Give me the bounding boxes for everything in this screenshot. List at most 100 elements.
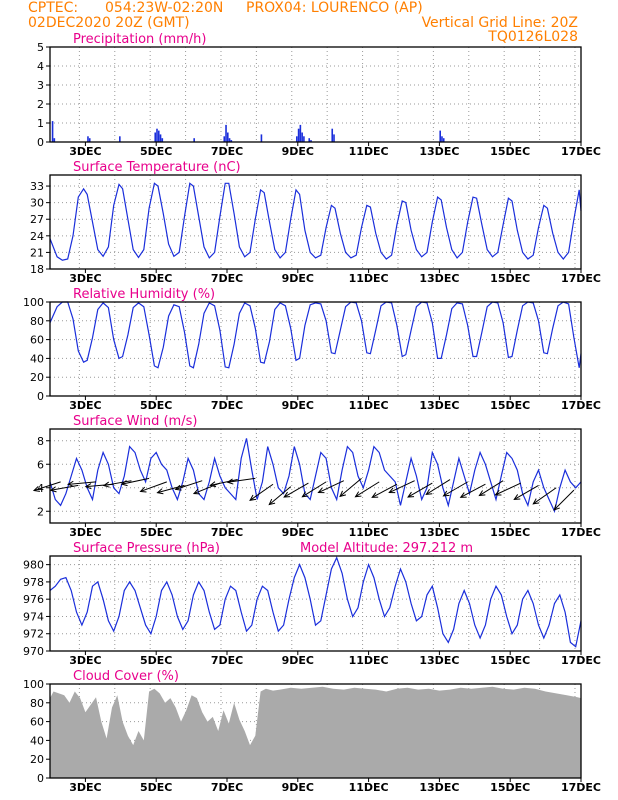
wind-arrow: [443, 481, 468, 497]
wind-arrow: [355, 481, 380, 498]
header-vertical-grid: Vertical Grid Line: 20Z: [421, 15, 578, 31]
temp-title: Surface Temperature (nC): [73, 160, 241, 175]
date-label: 11DEC: [349, 145, 389, 158]
precip-bar: [223, 136, 226, 142]
date-label: 9DEC: [282, 399, 314, 412]
cloud-cover-area: [50, 686, 581, 778]
date-label: 13DEC: [419, 145, 459, 158]
y-tick-label: 18: [30, 263, 44, 276]
y-tick-label: 60: [30, 716, 44, 729]
precip-frame: [49, 46, 582, 143]
precip-bar: [156, 128, 158, 142]
date-label: 5DEC: [140, 781, 172, 794]
date-label: 11DEC: [349, 526, 389, 539]
date-label: 3DEC: [69, 526, 101, 539]
date-label: 11DEC: [349, 654, 389, 667]
wind-arrow: [227, 477, 256, 483]
date-label: 15DEC: [490, 272, 530, 285]
precip-bar: [260, 134, 263, 142]
wind-arrow-head: [192, 488, 200, 495]
wind-panel: 2 4 6 8 3DEC 5DEC 7DEC 9DEC 11DEC 13DEC 15DEC 17DEC…: [32, 414, 601, 539]
precip-bar: [308, 138, 311, 142]
wind-arrow-head: [66, 480, 74, 487]
precip-bar: [119, 136, 121, 142]
date-label: 3DEC: [69, 781, 101, 794]
wind-arrow: [140, 481, 167, 492]
wind-arrow: [389, 480, 415, 493]
precip-bar: [301, 132, 303, 142]
wind-arrow: [495, 482, 522, 496]
precip-bar: [88, 138, 91, 142]
precip-bar: [297, 128, 300, 142]
y-tick-label: 20: [30, 753, 44, 766]
wind-arrow-head: [32, 486, 41, 492]
date-label: 9DEC: [282, 526, 314, 539]
wind-arrow-head: [209, 481, 217, 488]
date-label: 15DEC: [490, 781, 530, 794]
date-label: 5DEC: [140, 272, 172, 285]
y-tick-label: 8: [37, 435, 44, 448]
date-label: 11DEC: [349, 399, 389, 412]
precip-bar: [439, 130, 441, 142]
wind-arrow-head: [388, 487, 396, 494]
y-tick-label: 972: [23, 628, 44, 641]
y-tick-label: 2: [37, 505, 44, 518]
y-tick-label: 0: [37, 390, 44, 403]
y-tick-label: 976: [23, 593, 44, 606]
wind-arrow-head: [553, 504, 560, 511]
wind-arrow-head: [425, 489, 433, 495]
y-tick-label: 80: [30, 315, 44, 328]
wind-arrow: [532, 487, 557, 505]
precip-bar: [161, 138, 164, 142]
precip-bar: [193, 138, 195, 142]
precip-bar: [159, 134, 162, 142]
y-tick-label: 0: [37, 772, 44, 785]
date-label: 5DEC: [140, 526, 172, 539]
wind-arrow: [33, 481, 61, 492]
y-tick-label: 60: [30, 334, 44, 347]
pres-panel: 970 972 974 976 978 980 3DEC 5DEC 7DEC 9DEC 11DEC 1…: [23, 541, 601, 667]
wind-arrow-head: [494, 489, 502, 496]
y-tick-label: 1: [37, 117, 44, 130]
date-label: 5DEC: [140, 654, 172, 667]
y-tick-label: 33: [30, 180, 44, 193]
date-label: 13DEC: [419, 654, 459, 667]
y-tick-label: 40: [30, 352, 44, 365]
wind-arrow: [460, 483, 486, 498]
wind-arrow-head: [459, 492, 467, 498]
y-tick-label: 4: [37, 60, 44, 73]
wind-arrow: [210, 479, 238, 486]
y-tick-label: 980: [23, 559, 44, 572]
wind-arrow-head: [102, 481, 110, 488]
y-tick-label: 0: [37, 136, 44, 149]
wind-arrow: [407, 482, 433, 498]
precip-bar: [227, 132, 229, 142]
wind-title: Surface Wind (m/s): [73, 414, 197, 429]
wind-arrow-head: [249, 494, 257, 501]
precip-bar: [331, 128, 334, 142]
rh-panel: 0 20 40 60 80 100 3DEC 5DEC 7DEC 9DEC 11DEC 13DEC 15…: [23, 287, 601, 412]
date-label: 7DEC: [211, 526, 243, 539]
wind-frame: [49, 428, 582, 524]
date-label: 17DEC: [561, 781, 601, 794]
wind-arrow: [175, 480, 203, 490]
y-tick-label: 970: [23, 645, 44, 658]
wind-arrow: [268, 486, 292, 505]
precip-bar: [154, 132, 157, 142]
precip-bar: [333, 134, 335, 142]
pres-frame: [49, 555, 582, 652]
wind-arrow-head: [268, 498, 276, 506]
y-tick-label: 20: [30, 371, 44, 384]
precip-title: Precipitation (mm/h): [73, 32, 206, 47]
header-model-id: TQ0126L028: [488, 29, 578, 45]
precip-bar: [51, 121, 54, 142]
wind-arrow-head: [139, 486, 147, 493]
rh-series-line: [49, 301, 582, 369]
wind-arrow: [426, 479, 451, 495]
wind-arrow-head: [532, 498, 540, 505]
y-tick-label: 27: [30, 213, 44, 226]
date-label: 13DEC: [419, 399, 459, 412]
date-label: 15DEC: [490, 526, 530, 539]
wind-arrow-head: [407, 491, 415, 498]
rh-frame: [49, 301, 582, 397]
